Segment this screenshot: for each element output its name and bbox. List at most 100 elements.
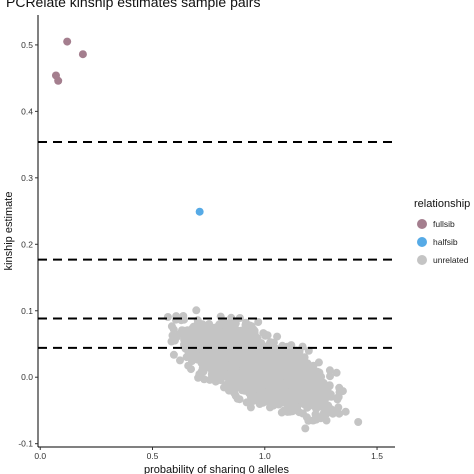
x-tick-label: 0.0 [34,451,46,461]
point-unrelated [239,367,248,376]
legend-label-unrelated: unrelated [433,255,469,265]
point-unrelated [251,360,260,369]
point-unrelated [184,361,193,370]
point-unrelated [250,339,258,348]
point-unrelated [299,375,308,384]
y-tick-label: 0.0 [21,372,33,382]
point-unrelated [212,377,221,386]
legend-key-unrelated [417,255,427,265]
point-unrelated [281,380,289,389]
point-unrelated [202,330,211,339]
point-unrelated [178,329,186,338]
legend-title: relationship [414,198,471,210]
point-unrelated [341,407,350,416]
point-unrelated [274,352,283,361]
point-unrelated [304,393,313,402]
legend-item-unrelated: unrelated [414,251,470,269]
point-unrelated [294,381,303,390]
point-unrelated [261,363,270,372]
legend-item-halfsib: halfsib [414,233,470,251]
y-axis-title: kinship estimate [3,192,15,271]
point-unrelated [316,386,325,394]
point-unrelated [298,395,307,403]
point-unrelated [232,376,241,385]
point-unrelated [298,356,307,365]
point-unrelated [229,349,238,358]
point-unrelated [220,330,229,339]
point-unrelated [301,424,310,433]
point-unrelated [227,324,236,333]
point-unrelated [188,348,197,357]
point-unrelated [227,313,236,322]
y-tick-label: -0.1 [18,439,33,449]
y-tick-label: 0.1 [21,306,33,316]
point-unrelated [224,371,233,380]
point-unrelated [259,329,268,338]
point-unrelated [199,350,208,359]
y-tick-label: 0.2 [21,239,33,249]
point-unrelated [194,373,203,382]
point-unrelated [271,369,280,378]
x-tick-label: 0.5 [147,451,159,461]
point-unrelated [292,358,301,367]
legend-key-halfsib [417,237,427,247]
point-unrelated [324,401,333,410]
point-unrelated [325,366,334,375]
point-unrelated [292,388,301,397]
x-tick-label: 1.5 [371,451,383,461]
points-layer [51,37,363,433]
point-unrelated [308,365,317,374]
point-unrelated [207,370,216,379]
point-unrelated [306,374,315,383]
point-fullsib [54,76,63,85]
x-axis-title: probability of sharing 0 alleles [144,464,289,474]
point-unrelated [183,336,192,345]
point-unrelated [324,392,333,401]
chart-title: PCRelate kinship estimates sample pairs [6,0,261,10]
point-unrelated [245,376,254,385]
point-unrelated [242,398,251,407]
point-unrelated [168,331,177,340]
x-tick-label: 1.0 [259,451,271,461]
point-halfsib [195,207,204,216]
y-tick-label: 0.3 [21,173,33,183]
point-unrelated [286,356,295,365]
legend-item-fullsib: fullsib [414,215,470,233]
point-unrelated [187,326,196,335]
point-unrelated [169,350,178,359]
point-unrelated [304,382,313,390]
point-unrelated [216,360,225,368]
legend: relationship fullsib halfsib unrelated [414,198,470,269]
point-unrelated [222,383,231,392]
point-unrelated [256,390,265,399]
point-unrelated [200,375,209,384]
reference-lines [38,140,395,349]
point-unrelated [176,356,184,365]
point-unrelated [252,378,261,387]
point-unrelated [224,338,233,347]
point-unrelated [329,407,338,416]
point-unrelated [239,381,248,390]
y-tick-label: 0.4 [21,106,33,116]
point-unrelated [286,388,295,397]
point-unrelated [193,332,202,341]
point-unrelated [335,409,344,418]
point-unrelated [258,376,267,385]
point-unrelated [267,391,276,400]
point-unrelated [232,342,241,351]
point-unrelated [163,313,172,321]
point-unrelated [322,416,331,425]
point-unrelated [254,318,263,326]
point-fullsib [63,37,72,46]
point-unrelated [232,383,241,392]
point-unrelated [240,355,249,364]
point-unrelated [208,332,217,341]
point-unrelated [266,338,275,347]
point-unrelated [354,418,363,426]
axes: -0.10.00.10.20.30.40.50.0 0.5 1.0 1.5probab… [3,15,395,474]
point-unrelated [198,359,206,368]
point-unrelated [326,372,334,381]
point-unrelated [260,353,269,362]
point-unrelated [271,359,280,368]
point-unrelated [311,397,320,406]
